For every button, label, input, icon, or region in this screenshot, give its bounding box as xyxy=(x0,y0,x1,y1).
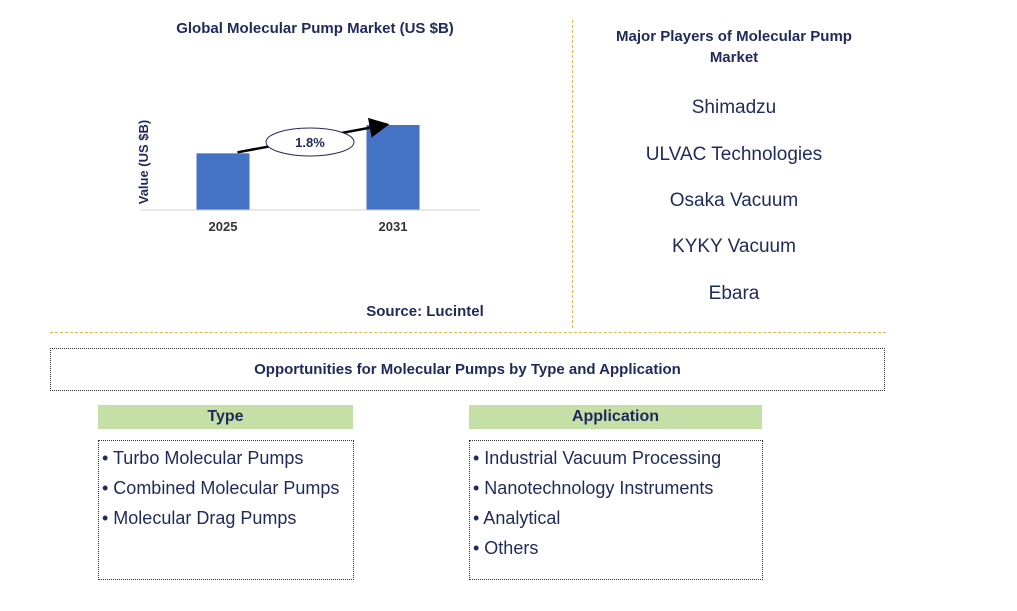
players-title: Major Players of Molecular Pump Market xyxy=(616,28,852,66)
x-ticks: 2025 2031 xyxy=(209,219,408,234)
application-header: Application xyxy=(469,405,762,429)
growth-label: 1.8% xyxy=(295,135,325,150)
player-item: Osaka Vacuum xyxy=(669,190,799,211)
bar-chart: Value (US $B) 2025 2031 1.8% xyxy=(136,117,480,234)
type-item: • Turbo Molecular Pumps xyxy=(102,448,304,468)
type-item: • Molecular Drag Pumps xyxy=(102,508,297,528)
opportunities-box: Opportunities for Molecular Pumps by Typ… xyxy=(50,348,885,391)
application-item: • Others xyxy=(473,538,539,558)
player-item: Ebara xyxy=(708,283,760,304)
type-list: • Turbo Molecular Pumps • Combined Molec… xyxy=(98,440,354,580)
vertical-divider xyxy=(572,20,573,328)
bar-2025 xyxy=(196,153,250,210)
type-item: • Combined Molecular Pumps xyxy=(102,478,340,498)
growth-bubble xyxy=(265,127,355,157)
horizontal-divider xyxy=(50,332,886,333)
player-item: Shimadzu xyxy=(691,97,777,118)
y-axis-label: Value (US $B) xyxy=(136,120,151,205)
x-tick-label: 2025 xyxy=(209,219,238,234)
application-item: • Nanotechnology Instruments xyxy=(473,478,714,498)
application-list: • Industrial Vacuum Processing • Nanotec… xyxy=(469,440,763,580)
chart-source: Source: Lucintel xyxy=(366,303,484,320)
bar-2031 xyxy=(366,125,420,210)
player-item: KYKY Vacuum xyxy=(672,236,796,257)
bars xyxy=(196,125,420,210)
application-item: • Industrial Vacuum Processing xyxy=(473,448,722,468)
player-item: ULVAC Technologies xyxy=(645,144,823,165)
growth-annotation: 1.8% xyxy=(237,117,390,157)
type-header: Type xyxy=(98,405,353,429)
opportunities-title: Opportunities for Molecular Pumps by Typ… xyxy=(254,361,681,378)
chart-title: Global Molecular Pump Market (US $B) xyxy=(176,20,454,37)
application-item: • Analytical xyxy=(473,508,561,528)
x-tick-label: 2031 xyxy=(379,219,408,234)
